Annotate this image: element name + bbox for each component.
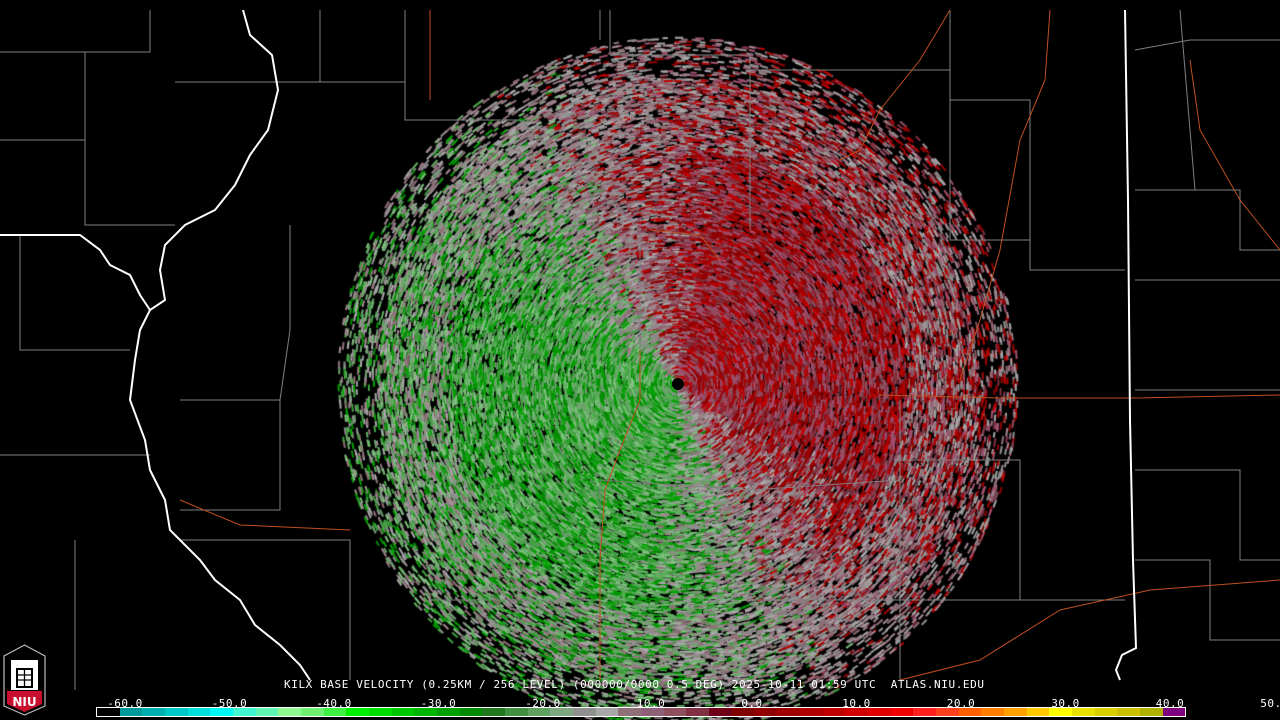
colorbar-swatch <box>1049 708 1072 716</box>
colorbar-tick: -30.0 <box>420 697 457 710</box>
colorbar-tick: 10.0 <box>842 697 871 710</box>
colorbar-swatch <box>414 708 438 716</box>
velocity-colorbar <box>96 707 1186 717</box>
colorbar-swatch <box>663 708 687 716</box>
colorbar-swatch <box>1117 708 1140 716</box>
colorbar-tick: 50.0 <box>1260 697 1280 710</box>
colorbar-swatch <box>119 708 143 716</box>
county-lines <box>0 9 1280 690</box>
colorbar-swatch <box>595 708 619 716</box>
colorbar-swatch <box>1026 708 1050 716</box>
colorbar-tick: -50.0 <box>211 697 248 710</box>
niu-castle-logo: NIU <box>3 644 46 716</box>
colorbar-swatch <box>822 708 846 716</box>
colorbar-swatch <box>527 708 551 716</box>
colorbar-swatch <box>799 708 823 716</box>
colorbar-swatch <box>437 708 460 716</box>
colorbar-tick: 20.0 <box>946 697 976 710</box>
colorbar-swatch <box>981 708 1004 716</box>
colorbar-swatch <box>346 708 370 716</box>
colorbar-swatch <box>1139 708 1163 716</box>
colorbar-swatch <box>233 708 256 716</box>
colorbar-swatch <box>641 708 664 716</box>
colorbar-swatch <box>1094 708 1118 716</box>
colorbar-swatch <box>550 708 574 716</box>
colorbar-tick: -40.0 <box>316 697 352 710</box>
colorbar-swatch <box>97 708 120 716</box>
colorbar-swatch <box>187 708 211 716</box>
colorbar-swatch <box>618 708 642 716</box>
highways <box>179 9 1280 681</box>
colorbar-swatch <box>777 708 800 716</box>
colorbar-swatch <box>369 708 392 716</box>
radar-site-marker <box>672 378 684 390</box>
colorbar-swatch <box>958 708 982 716</box>
colorbar-swatch <box>210 708 234 716</box>
colorbar-swatch <box>165 708 188 716</box>
colorbar-swatch <box>323 708 347 716</box>
colorbar-tick: 0.0 <box>741 697 763 710</box>
colorbar-tick: -60.0 <box>107 697 143 710</box>
colorbar-swatch <box>301 708 324 716</box>
colorbar-swatch <box>255 708 279 716</box>
colorbar-swatch <box>1162 708 1186 716</box>
colorbar-swatch <box>754 708 778 716</box>
colorbar-swatch <box>278 708 302 716</box>
colorbar-swatch <box>1003 708 1027 716</box>
colorbar-swatch <box>142 708 166 716</box>
svg-text:NIU: NIU <box>12 695 36 709</box>
colorbar-swatch <box>913 708 936 716</box>
colorbar-swatch <box>482 708 506 716</box>
colorbar-swatch <box>573 708 596 716</box>
colorbar-tick-labels: -60.0 -50.0 -40.0 -30.0 -20.0 -10.0 0.0 10.0 20.… <box>0 697 1280 710</box>
colorbar-swatch <box>845 708 868 716</box>
product-caption: KILX BASE VELOCITY (0.25KM / 256 LEVEL) … <box>284 678 985 691</box>
colorbar-tick: -20.0 <box>525 697 561 710</box>
colorbar-tick: -10.0 <box>629 697 666 710</box>
colorbar-swatch <box>686 708 710 716</box>
colorbar-swatch <box>890 708 914 716</box>
colorbar-tick: 30.0 <box>1051 697 1080 710</box>
colorbar-swatch <box>1071 708 1095 716</box>
colorbar-swatch <box>505 708 528 716</box>
colorbar-swatch <box>459 708 483 716</box>
colorbar-swatch <box>935 708 959 716</box>
colorbar-swatch <box>731 708 755 716</box>
colorbar-swatch <box>391 708 415 716</box>
colorbar-swatch <box>709 708 732 716</box>
colorbar-swatch <box>867 708 891 716</box>
colorbar-tick: 40.0 <box>1155 697 1185 710</box>
state-borders <box>0 9 1138 681</box>
